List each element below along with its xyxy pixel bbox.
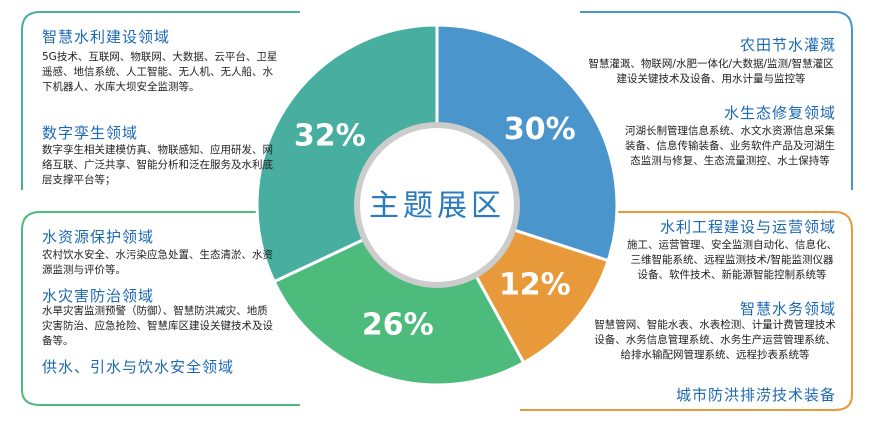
heading: 水灾害防治领域 [42,287,155,305]
text: 智慧灌溉、物联网/水肥一体化/大数据/监测/智慧灌区建设关键技术及设备、用水计量… [588,58,834,85]
text: 农村饮水安全、水污染应急处置、生态清淤、水资源监测与评价等。 [42,249,273,276]
heading: 供水、引水与饮水安全领域 [42,358,235,376]
text: 数字孪生相关建模仿真、物联感知、应用研发、网络互联、广泛共享、智能分析和泛在服务… [42,144,273,186]
heading: 智慧水利建设领域 [42,28,171,46]
text: 水旱灾害监测预警（防御）、智慧防洪减灾、地质灾害防治、应急抢险、智慧库区建设关键… [42,305,273,347]
heading: 水生态修复领域 [723,104,836,122]
heading: 农田节水灌溉 [739,36,836,54]
heading: 水资源保护领域 [42,228,155,246]
heading: 水利工程建设与运营领域 [659,218,836,236]
text: 河湖长制管理信息系统、水文水资源信息采集装备、信息传输装备、业务软件产品及河湖生… [625,125,835,167]
heading: 数字孪生领域 [42,124,139,142]
center-label: 主题展区 [369,189,505,224]
text: 施工、运营管理、安全监测自动化、信息化、三维智能系统、远程监测技术/智能监测仪器… [627,239,837,281]
text: 智慧管网、智能水表、水表检测、计量计费管理技术设备、水务信息管理系统、水务生产运… [594,319,836,361]
panel-border [21,11,300,190]
value-label: 32% [294,118,366,153]
text: 5G技术、互联网、物联网、大数据、云平台、卫星遥感、地信系统、人工智能、无人机、… [42,51,278,93]
value-label: 30% [504,112,576,147]
panel-border [21,211,300,406]
value-label: 26% [362,307,434,342]
heading: 城市防洪排涝技术装备 [675,386,836,404]
value-label: 12% [499,267,571,302]
donut-hole [354,122,520,288]
panel-border [580,11,853,190]
panel-border [520,211,853,411]
heading: 智慧水务领域 [739,300,836,318]
